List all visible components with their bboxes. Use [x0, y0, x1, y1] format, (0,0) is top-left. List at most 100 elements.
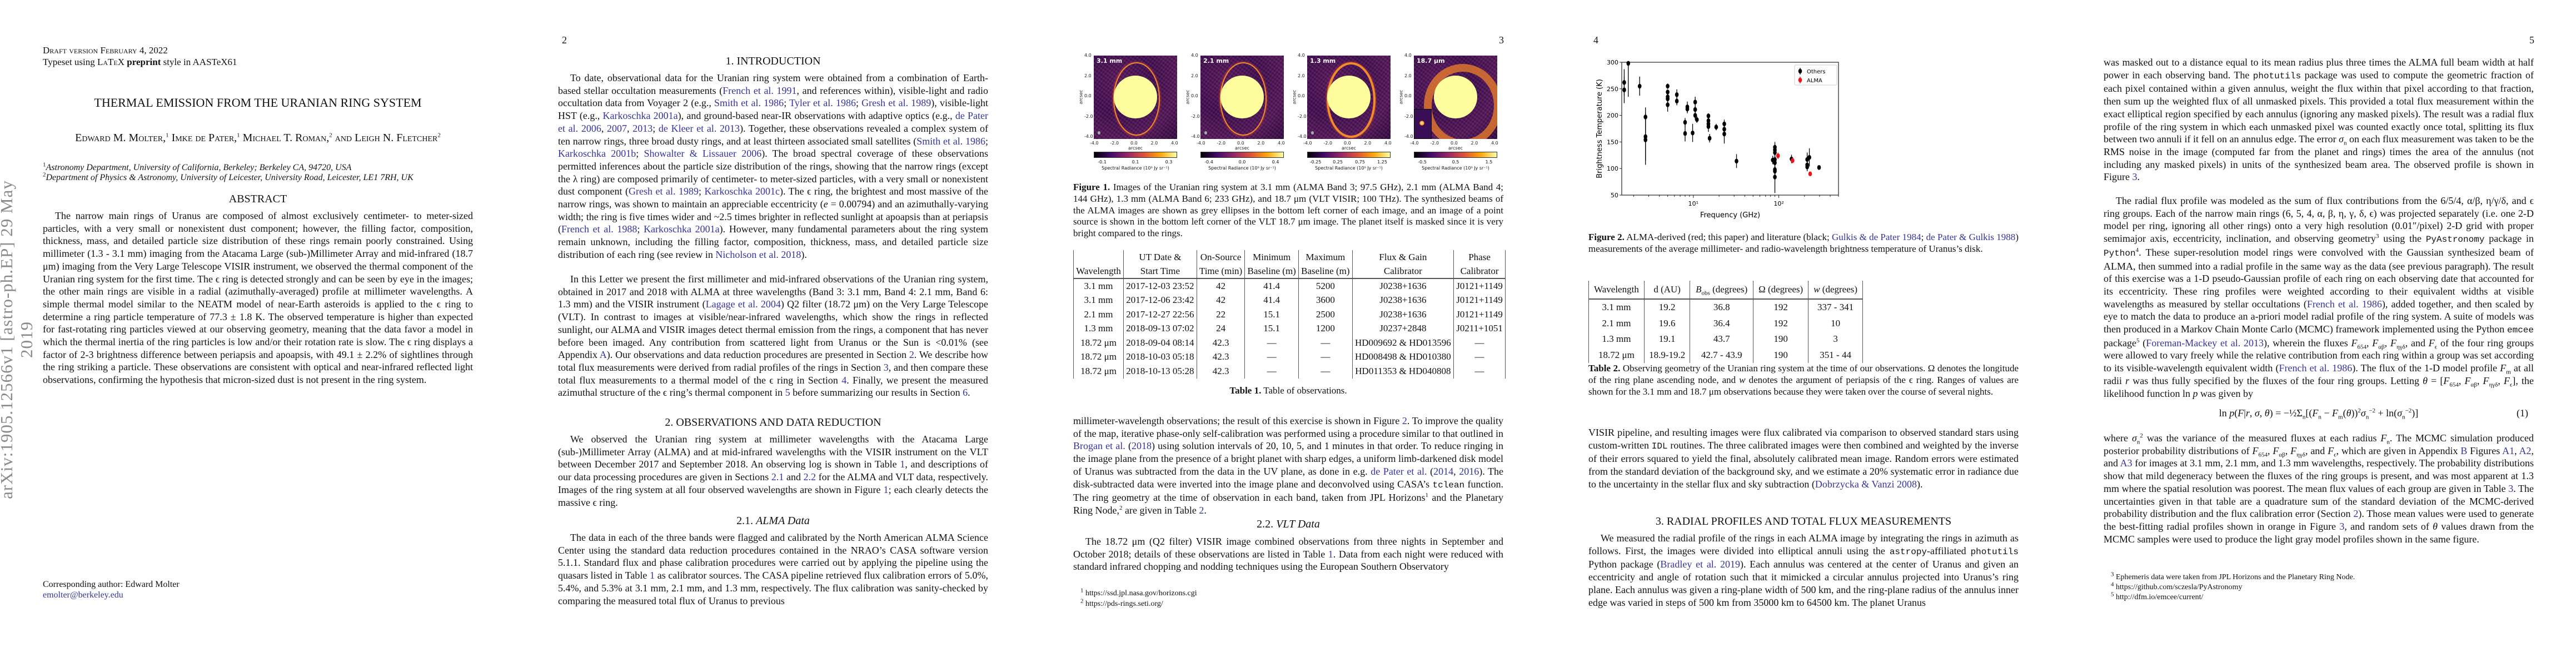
- citation-link[interactable]: Smith et al. 1986: [916, 135, 985, 147]
- citation-link[interactable]: 6: [963, 387, 968, 399]
- page-3: 3 3.1 mm 4.0 2.0 0.0 -2.0 -4.0 -4.0 -2.0 0.0 2.0 4…: [1030, 0, 1546, 667]
- colorbar-tick-label: -0.4: [1204, 160, 1213, 165]
- small-caps-text: Edward M. Molter,: [75, 132, 166, 144]
- author-email-link[interactable]: emolter@berkeley.edu: [43, 590, 123, 600]
- citation-link[interactable]: French et al. 1986: [2279, 362, 2353, 374]
- colorbar-label: Spectral Radiance (10⁹ Jy sr⁻¹): [1315, 166, 1383, 171]
- citation-link[interactable]: Gresh et al. 1989: [861, 97, 931, 109]
- citation-link[interactable]: 2.1: [771, 471, 784, 483]
- citation-link[interactable]: Gresh et al. 1989: [629, 186, 699, 197]
- table-cell: 42.3: [1196, 336, 1245, 350]
- citation-link[interactable]: 2: [2353, 508, 2359, 520]
- citation-link[interactable]: 2: [1402, 415, 1407, 426]
- citation-link[interactable]: 4: [841, 374, 847, 386]
- citation-link[interactable]: Bradley et al. 2019: [1660, 559, 1741, 570]
- citation-link[interactable]: 3: [2339, 520, 2345, 532]
- corresponding-author: Corresponding author: Edward Molter: [43, 580, 180, 589]
- citation-link[interactable]: Showalter & Lissauer 2006: [644, 148, 762, 160]
- citation-link[interactable]: Smith et al. 1986: [714, 97, 784, 109]
- citation-link[interactable]: Dobrzycka & Vanzi 2008: [1815, 478, 1917, 490]
- subscript: αβ: [2279, 451, 2285, 459]
- citation-link[interactable]: 3: [883, 361, 889, 373]
- panel-wavelength-label: 2.1 mm: [1203, 57, 1229, 64]
- citation-link[interactable]: 1: [650, 570, 655, 581]
- citation-link[interactable]: 5: [785, 387, 790, 399]
- citation-link[interactable]: A: [599, 349, 607, 361]
- citation-link[interactable]: Karkoschka 2001c: [704, 186, 780, 197]
- data-point-others: [1773, 150, 1777, 155]
- citation-link[interactable]: Karkoschka 2001a: [644, 223, 720, 235]
- citation-link[interactable]: French et al. 1991: [723, 84, 797, 96]
- citation-link[interactable]: Karkoschka 2001b: [558, 148, 636, 160]
- citation-link[interactable]: 3: [2132, 171, 2137, 183]
- subscript: ϵ: [2434, 344, 2438, 351]
- column-header: [1073, 250, 1124, 264]
- colorbar-tick-label: 1.25: [1377, 160, 1387, 165]
- citation-link[interactable]: 2.2: [803, 471, 816, 483]
- citation-link[interactable]: A3: [2120, 457, 2132, 469]
- italic-text: F: [2372, 337, 2379, 349]
- citation-link[interactable]: 1: [883, 484, 889, 495]
- citation-link[interactable]: Nicholson et al. 2018: [715, 248, 801, 260]
- citation-link[interactable]: A2: [2519, 445, 2532, 456]
- citation-link[interactable]: Foreman-Mackey et al. 2013: [2146, 337, 2264, 349]
- column-header: Minimum: [1244, 250, 1299, 264]
- intro-paragraph-2: In this Letter we present the first mill…: [558, 273, 989, 399]
- table-cell: 18.72 μm: [1073, 336, 1124, 350]
- citation-link[interactable]: Karkoschka 2001a: [602, 110, 678, 122]
- x-axis-label: arcsec: [1235, 146, 1249, 151]
- italic-text: p: [2193, 387, 2198, 399]
- citation-link[interactable]: de Pater & Gulkis 1988: [1926, 232, 2016, 242]
- citation-link[interactable]: de Pater et al.: [1371, 465, 1427, 477]
- italic-text: F: [2443, 375, 2450, 386]
- x-tick-label: 0.0: [1237, 141, 1244, 146]
- citation-link[interactable]: 1: [1328, 548, 1333, 560]
- citation-link[interactable]: 3: [2508, 482, 2514, 494]
- citation-link[interactable]: de Pater et al. 2006: [558, 110, 988, 134]
- citation-link[interactable]: Gulkis & de Pater 1984: [1832, 232, 1921, 242]
- citation-link[interactable]: 2: [1199, 504, 1204, 516]
- citation-link[interactable]: French et al. 1986: [2306, 298, 2382, 310]
- table-1-observations: UT Date & On-Source Minimum Maximum Flux & G…: [1073, 250, 1506, 379]
- citation-link[interactable]: 2013: [632, 122, 653, 134]
- table-cell: 3.1 mm: [1073, 278, 1124, 293]
- table-row: 1.3 mm 19.1 43.7 190 3: [1588, 331, 1863, 347]
- citation-link[interactable]: 2: [909, 349, 914, 361]
- citation-link[interactable]: French et al. 1988: [561, 223, 637, 235]
- citation-link[interactable]: 2016: [1459, 465, 1479, 477]
- y-tick-label: 2.0: [1298, 73, 1305, 78]
- colorbar-tick-label: -0.5: [1418, 160, 1427, 165]
- citation-link[interactable]: de Kleer et al. 2013: [658, 122, 740, 134]
- small-caps-text: Draft version February 4, 2022: [43, 45, 168, 56]
- y-tick-label: -2.0: [1191, 113, 1200, 119]
- synthesized-beam-ellipse: [1311, 131, 1314, 135]
- small-caps-text: Imke de Pater,: [168, 132, 237, 144]
- colorbar-tick-label: 0.75: [1355, 160, 1365, 165]
- y-tick-label: 4.0: [1404, 53, 1412, 58]
- table-cell: 24: [1196, 321, 1245, 336]
- citation-link[interactable]: Lagage et al. 2004: [705, 298, 781, 310]
- citation-link[interactable]: B: [2460, 445, 2468, 456]
- italic-text: θ: [2433, 520, 2438, 532]
- table-row: 3.1 mm 19.2 36.8 192 337 - 341: [1588, 299, 1863, 316]
- citation-link[interactable]: 2007: [607, 122, 627, 134]
- citation-link[interactable]: 2018: [1131, 440, 1152, 452]
- citation-link[interactable]: Brogan et al.: [1073, 440, 1125, 452]
- y-tick-label: 300: [1607, 59, 1618, 66]
- citation-link[interactable]: 2014: [1433, 465, 1454, 477]
- table-cell: —: [1244, 350, 1299, 364]
- x-tick-label: 2.0: [1257, 141, 1265, 146]
- italic-text: Astronomy Department, University of Cali…: [46, 163, 352, 172]
- table-cell: 10: [1808, 315, 1863, 331]
- page-4: 4 50 100 150 200 250 300 10¹ 10² Frequency (GHz)…: [1546, 0, 2061, 667]
- figure-2-brightness-temperature-plot: 50 100 150 200 250 300 10¹ 10² Frequency (GHz) Br…: [1596, 59, 1839, 220]
- data-point-others: [1695, 117, 1699, 122]
- y-tick-label: 2.0: [1084, 73, 1092, 78]
- citation-link[interactable]: A1: [2502, 445, 2515, 456]
- italic-text: F: [2503, 375, 2510, 386]
- colorbar-label: Spectral Radiance (10⁹ Jy sr⁻¹): [1208, 166, 1276, 171]
- citation-link[interactable]: Tyler et al. 1986: [789, 97, 856, 109]
- table-cell: 2017-12-06 23:42: [1123, 293, 1197, 307]
- superscript: 2: [1080, 598, 1084, 605]
- citation-link[interactable]: 1: [900, 459, 905, 470]
